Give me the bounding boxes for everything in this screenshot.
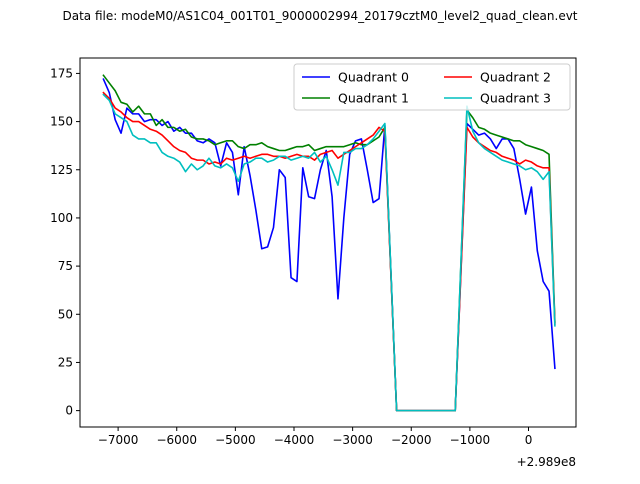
x-tick-label: −3000: [332, 433, 373, 447]
legend-label-3: Quadrant 3: [480, 91, 551, 106]
series-lines: [102, 74, 556, 412]
y-tick-label: 125: [50, 163, 73, 177]
y-tick-label: 175: [50, 66, 73, 80]
series-line-0: [102, 78, 556, 412]
x-axis: −7000 −6000 −5000 −4000 −3000 −2000 −1000 0: [98, 427, 533, 447]
x-tick-label: −5000: [215, 433, 256, 447]
y-tick-label: 25: [58, 355, 73, 369]
series-line-3: [102, 93, 556, 412]
y-tick-label: 75: [58, 259, 73, 273]
chart-title: Data file: modeM0/AS1C04_001T01_90000029…: [62, 9, 577, 23]
y-axis: 0 25 50 75 100 125 150 175: [50, 66, 80, 418]
y-tick-label: 0: [65, 404, 73, 418]
series-line-2: [102, 91, 556, 412]
y-tick-label: 100: [50, 211, 73, 225]
x-tick-label: −6000: [156, 433, 197, 447]
x-tick-label: −2000: [391, 433, 432, 447]
x-axis-offset-label: +2.989e8: [517, 455, 576, 469]
x-tick-label: −1000: [450, 433, 491, 447]
y-tick-label: 50: [58, 307, 73, 321]
y-tick-label: 150: [50, 115, 73, 129]
legend-box: [293, 63, 571, 111]
legend: Quadrant 0 Quadrant 1 Quadrant 2 Quadrant 3: [293, 63, 571, 111]
x-tick-label: −4000: [274, 433, 315, 447]
legend-label-1: Quadrant 1: [338, 91, 409, 106]
series-line-1: [102, 74, 556, 412]
legend-label-2: Quadrant 2: [480, 70, 551, 85]
legend-label-0: Quadrant 0: [338, 70, 409, 85]
plot-frame: [79, 57, 577, 428]
x-tick-label: 0: [525, 433, 533, 447]
x-tick-label: −7000: [98, 433, 139, 447]
